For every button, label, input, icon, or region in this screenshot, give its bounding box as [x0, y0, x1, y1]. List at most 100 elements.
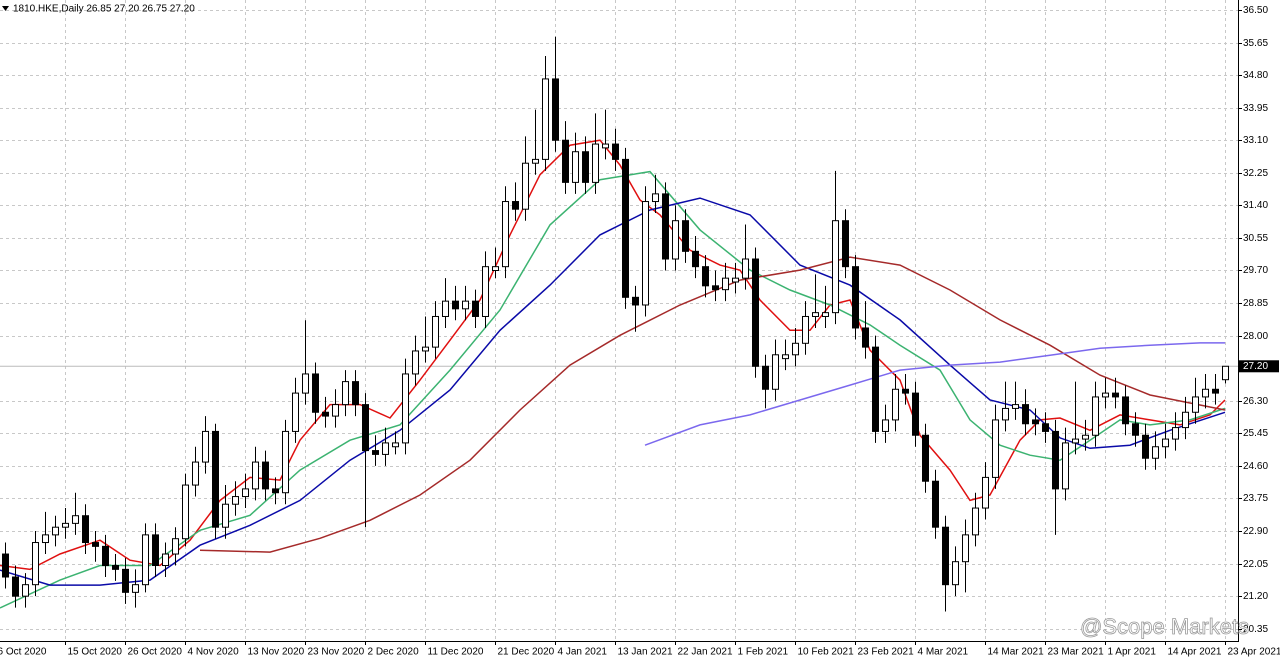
- candle-body: [2, 553, 9, 578]
- y-tick-label: 28.85: [1243, 298, 1268, 309]
- y-tick-label: 31.40: [1243, 200, 1268, 211]
- candle-body: [572, 151, 579, 183]
- candle-body: [1222, 365, 1229, 381]
- candle-body: [562, 139, 569, 183]
- candle-body: [692, 250, 699, 268]
- candle-body: [812, 312, 819, 317]
- candle-body: [352, 381, 359, 406]
- candle-body: [1002, 407, 1009, 421]
- candle-body: [942, 526, 949, 586]
- candle-body: [452, 300, 459, 310]
- candle-body: [862, 327, 869, 348]
- x-tick-label: 23 Mar 2021: [1048, 647, 1105, 658]
- candle-body: [742, 258, 749, 279]
- candle-body: [1182, 411, 1189, 429]
- candle-body: [142, 534, 149, 586]
- x-tick-label: 23 Feb 2021: [858, 647, 915, 658]
- candle-body: [232, 496, 239, 505]
- candle-body: [252, 461, 259, 490]
- candle-body: [632, 296, 639, 306]
- candle-body: [1022, 404, 1029, 425]
- candle-body: [982, 476, 989, 509]
- y-tick-label: 29.70: [1243, 265, 1268, 276]
- candles: [2, 36, 1229, 612]
- candle-body: [1122, 396, 1129, 425]
- candle-body: [52, 526, 59, 536]
- candle-body: [1202, 388, 1209, 398]
- candle-body: [702, 266, 709, 287]
- candle-body: [1152, 446, 1159, 459]
- last-price-label: 27.20: [1243, 361, 1268, 372]
- candle-body: [482, 266, 489, 317]
- candle-body: [362, 404, 369, 452]
- candle-body: [62, 522, 69, 528]
- candle-body: [392, 442, 399, 448]
- candle-body: [312, 373, 319, 413]
- candle-body: [132, 584, 139, 593]
- candle-body: [622, 158, 629, 298]
- moving-average-line: [0, 197, 1226, 586]
- candle-body: [292, 392, 299, 432]
- x-tick-label: 4 Nov 2020: [188, 647, 240, 658]
- x-tick-label: 1 Apr 2021: [1108, 647, 1157, 658]
- candle-body: [92, 542, 99, 547]
- candle-body: [512, 201, 519, 210]
- candle-body: [1162, 438, 1169, 448]
- candle-body: [1082, 434, 1089, 440]
- candle-body: [242, 488, 249, 498]
- candle-body: [1132, 423, 1139, 436]
- candle-body: [552, 78, 559, 141]
- candle-body: [12, 576, 19, 597]
- x-tick-label: 10 Feb 2021: [798, 647, 855, 658]
- candle-body: [882, 419, 889, 432]
- y-tick-label: 30.55: [1243, 233, 1268, 244]
- candle-body: [792, 342, 799, 356]
- candle-body: [32, 542, 39, 586]
- candle-body: [592, 143, 599, 183]
- candle-body: [962, 534, 969, 563]
- candle-body: [902, 388, 909, 394]
- candle-body: [72, 515, 79, 524]
- candle-body: [442, 300, 449, 317]
- moving-average-line: [644, 342, 1225, 446]
- y-tick-label: 24.60: [1243, 461, 1268, 472]
- x-tick-label: 14 Apr 2021: [1168, 647, 1222, 658]
- y-tick-label: 34.80: [1243, 70, 1268, 81]
- y-tick-label: 33.95: [1243, 103, 1268, 114]
- candle-body: [952, 561, 959, 586]
- y-tick-label: 22.05: [1243, 559, 1268, 570]
- moving-average-line: [199, 256, 1226, 553]
- x-tick-label: 14 Mar 2021: [988, 647, 1045, 658]
- candle-body: [1052, 430, 1059, 490]
- candle-body: [162, 553, 169, 567]
- candle-body: [662, 193, 669, 260]
- candle-body: [262, 461, 269, 490]
- candle-body: [122, 568, 129, 593]
- candle-body: [1192, 396, 1199, 413]
- candle-body: [1092, 396, 1099, 436]
- candle-body: [722, 277, 729, 291]
- x-tick-label: 1 Feb 2021: [738, 647, 789, 658]
- y-tick-label: 21.20: [1243, 591, 1268, 602]
- candle-body: [762, 365, 769, 390]
- candle-body: [432, 315, 439, 348]
- candle-body: [332, 404, 339, 417]
- candle-body: [412, 350, 419, 375]
- y-tick-label: 36.50: [1243, 5, 1268, 16]
- candle-body: [582, 151, 589, 183]
- candle-body: [682, 220, 689, 252]
- moving-average-line: [0, 139, 1226, 571]
- candle-body: [672, 220, 679, 260]
- x-tick-label: 23 Apr 2021: [1228, 647, 1280, 658]
- candle-body: [822, 312, 829, 317]
- x-tick-label: 13 Nov 2020: [248, 647, 305, 658]
- candle-body: [1012, 404, 1019, 409]
- candle-body: [1112, 392, 1119, 398]
- candle-body: [912, 392, 919, 436]
- candle-body: [522, 162, 529, 210]
- candle-body: [802, 315, 809, 344]
- candle-body: [772, 354, 779, 390]
- x-tick-label: 21 Dec 2020: [498, 647, 555, 658]
- candle-body: [992, 419, 999, 478]
